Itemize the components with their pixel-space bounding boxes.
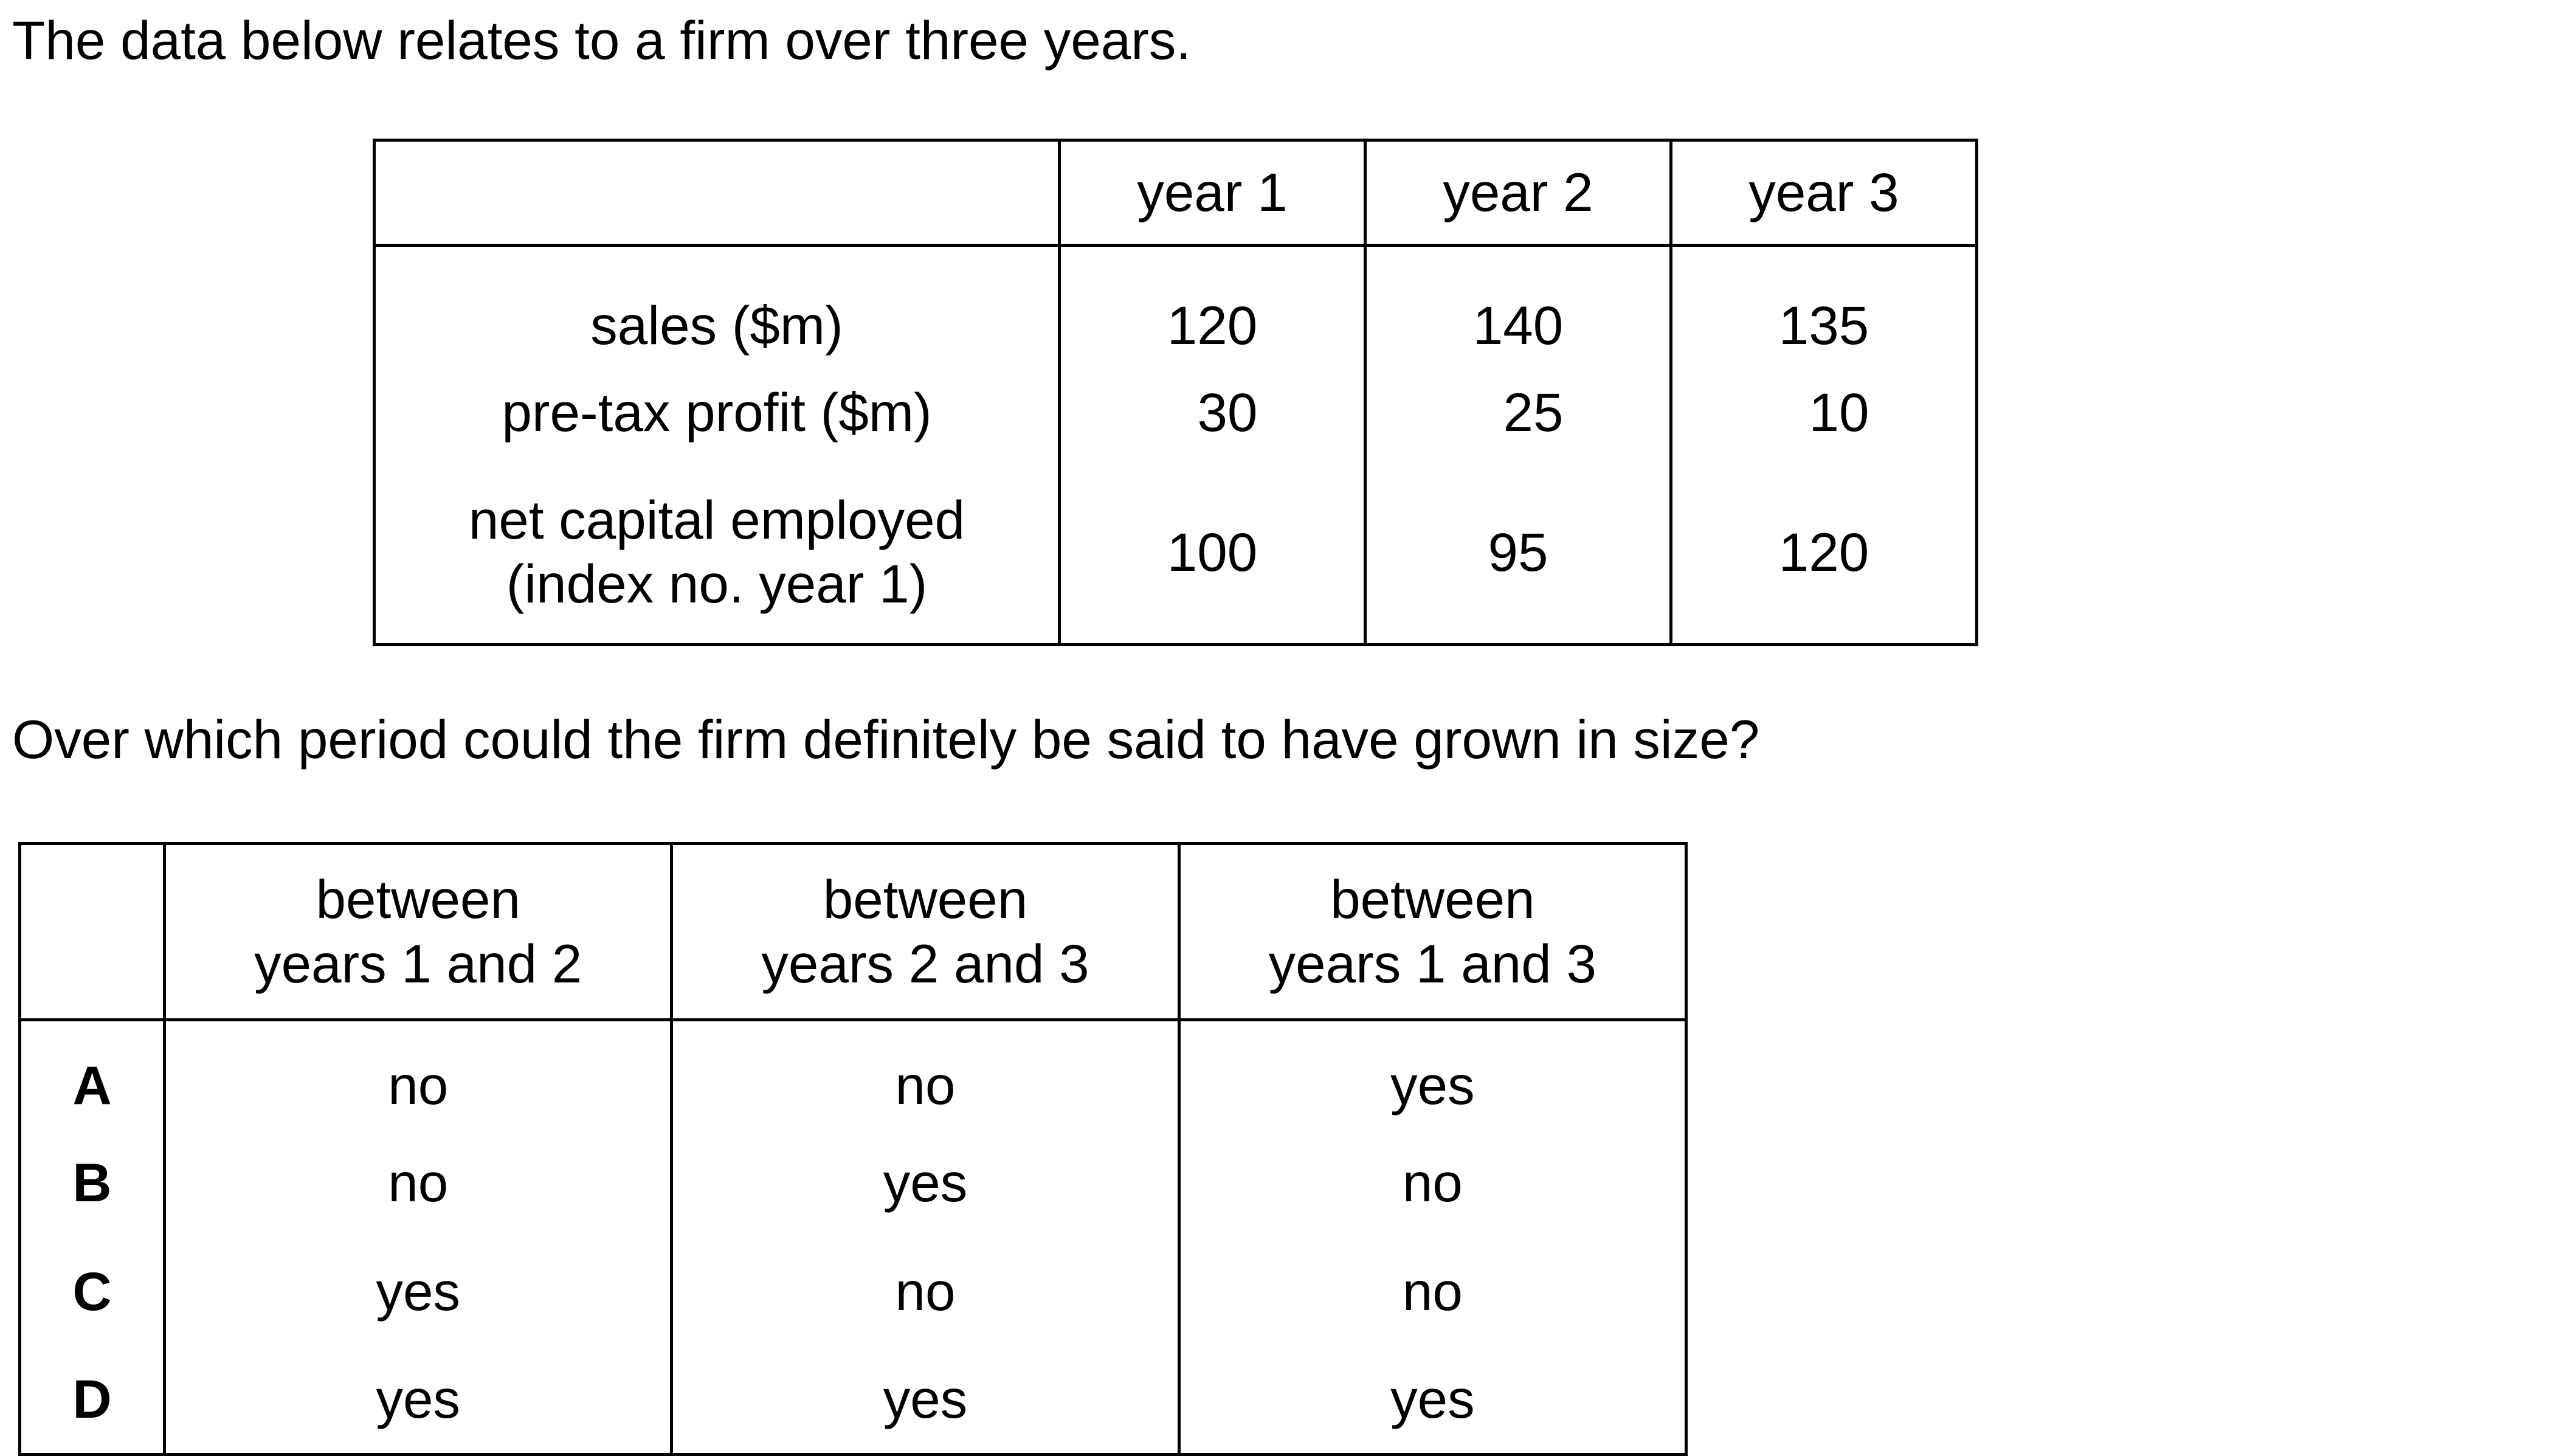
header-year-2: year 2 [1364,140,1671,247]
table-header-row: year 1 year 2 year 3 [374,140,1977,247]
option-row-b[interactable]: B no yes no [20,1128,1686,1237]
header-years-1-2-line1: between [316,869,520,930]
option-a-years-2-3: no [670,1020,1179,1129]
sales-year-3: 135 [1669,245,1977,364]
profit-year-1: 30 [1058,364,1365,461]
option-d-years-1-2: yes [163,1345,672,1455]
option-row-a[interactable]: A no no yes [20,1020,1686,1129]
option-key-b[interactable]: B [72,1152,112,1213]
header-years-2-3: between years 2 and 3 [670,843,1179,1021]
header-years-1-3: between years 1 and 3 [1177,843,1686,1021]
table-row-profit: pre-tax profit ($m) 30 25 10 [374,364,1977,461]
option-d-years-1-3: yes [1177,1345,1686,1455]
option-c-years-1-3: no [1177,1237,1686,1346]
header-year-1: year 1 [1058,140,1365,247]
header-years-2-3-line1: between [823,869,1028,930]
answer-options-table: between years 1 and 2 between years 2 an… [18,842,1688,1456]
header-years-1-3-line2: years 1 and 3 [1268,933,1596,994]
option-row-d[interactable]: D yes yes yes [20,1345,1686,1455]
intro-text: The data below relates to a firm over th… [12,10,1192,71]
header-years-2-3-line2: years 2 and 3 [761,933,1089,994]
question-text: Over which period could the firm definit… [12,709,1760,770]
row-label-sales: sales ($m) [590,295,843,356]
option-d-years-2-3: yes [670,1345,1179,1455]
header-year-3: year 3 [1669,140,1977,247]
table-row-capital: net capital employed (index no. year 1) … [374,461,1977,645]
header-years-1-2: between years 1 and 2 [163,843,672,1021]
option-a-years-1-3: yes [1177,1020,1686,1129]
options-header-empty [19,843,165,1021]
row-label-profit: pre-tax profit ($m) [502,381,932,443]
option-key-a[interactable]: A [72,1055,112,1116]
sales-year-2: 140 [1364,245,1671,364]
option-key-d[interactable]: D [72,1368,112,1430]
header-years-1-2-line2: years 1 and 2 [254,933,582,994]
option-b-years-1-3: no [1177,1128,1686,1237]
row-label-capital: net capital employed (index no. year 1) [374,461,1060,645]
sales-year-1: 120 [1058,245,1365,364]
options-header-row: between years 1 and 2 between years 2 an… [19,843,1686,1021]
header-years-1-3-line1: between [1330,869,1535,930]
option-key-c[interactable]: C [72,1260,112,1322]
option-c-years-2-3: no [670,1237,1179,1346]
row-label-capital-line1: net capital employed [468,489,965,551]
profit-year-2: 25 [1364,364,1671,461]
option-b-years-1-2: no [163,1128,672,1237]
option-a-years-1-2: no [163,1020,672,1129]
option-c-years-1-2: yes [163,1237,672,1346]
capital-year-2: 95 [1364,461,1671,645]
profit-year-3: 10 [1669,364,1977,461]
capital-year-1: 100 [1058,461,1365,645]
option-row-c[interactable]: C yes no no [20,1237,1686,1346]
option-b-years-2-3: yes [670,1128,1179,1237]
row-label-capital-line2: (index no. year 1) [506,553,928,615]
header-cell-empty [374,140,1060,247]
firm-data-table: year 1 year 2 year 3 sales ($m) 120 140 … [373,139,1978,646]
capital-year-3: 120 [1669,461,1977,645]
table-row-sales: sales ($m) 120 140 135 [374,245,1977,364]
